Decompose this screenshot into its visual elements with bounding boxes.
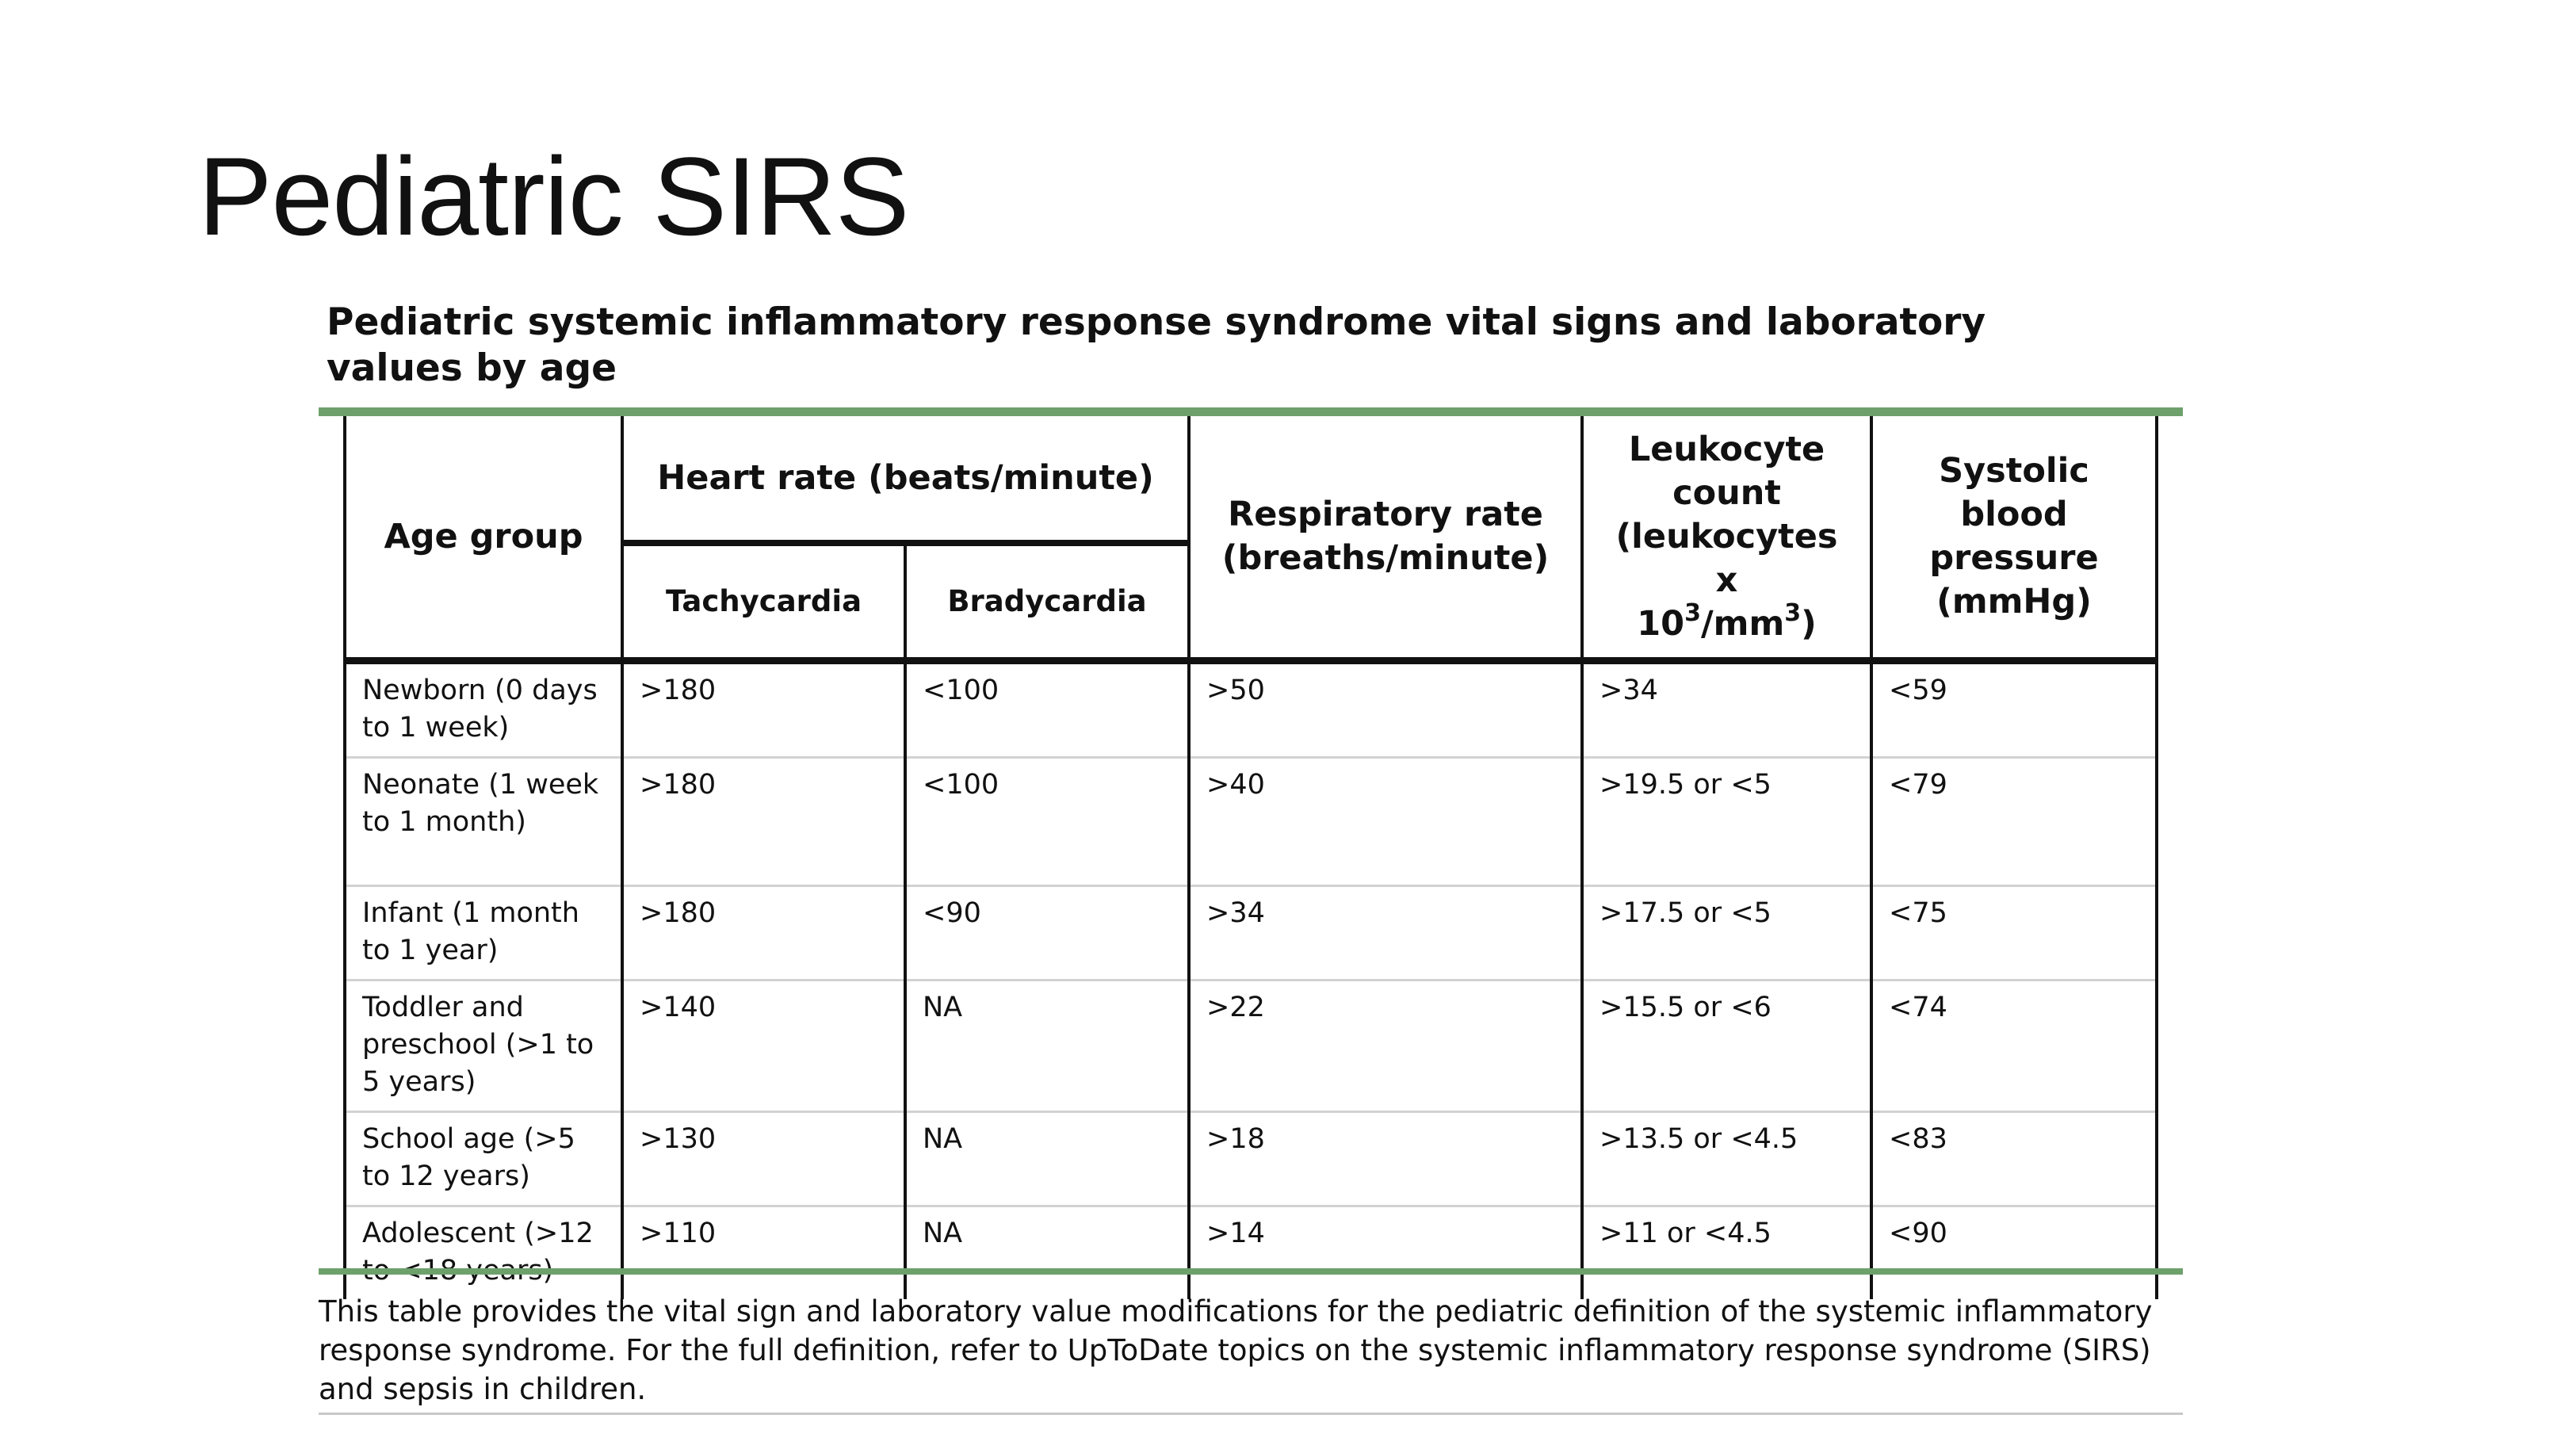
- table-top-rule: [319, 407, 2183, 416]
- cell-respiratory-rate: >18: [1187, 1111, 1584, 1207]
- cell-leukocyte-count: >17.5 or <5: [1580, 885, 1874, 981]
- leukocyte-unit: /mm: [1700, 603, 1785, 644]
- cell-respiratory-rate: >34: [1187, 885, 1584, 981]
- leukocyte-exponent-2: 3: [1784, 598, 1802, 627]
- table-row: School age (>5 to 12 years) >130 NA >18 …: [343, 1111, 2159, 1207]
- cell-tachycardia: >140: [621, 980, 907, 1113]
- cell-leukocyte-count: >19.5 or <5: [1580, 757, 1874, 887]
- cell-bradycardia: NA: [903, 980, 1191, 1113]
- cell-leukocyte-count: >11 or <4.5: [1580, 1206, 1874, 1299]
- table-bottom-rule: [319, 1268, 2183, 1275]
- header-leukocyte-line-1: Leukocyte: [1628, 429, 1825, 469]
- sirs-table: Age group Heart rate (beats/minute) Resp…: [343, 416, 2159, 1299]
- leukocyte-base: 10: [1637, 603, 1685, 644]
- header-systolic-line-2: blood: [1960, 495, 2068, 534]
- cell-bradycardia: <100: [903, 757, 1191, 887]
- header-leukocyte-line-2: count: [1672, 472, 1781, 513]
- cell-bradycardia: NA: [903, 1206, 1191, 1299]
- header-systolic-line-4: (mmHg): [1936, 582, 2092, 621]
- header-heart-rate: Heart rate (beats/minute): [620, 416, 1191, 546]
- table-row: Adolescent (>12 to <18 years) >110 NA >1…: [343, 1206, 2159, 1299]
- slide-title: Pediatric SIRS: [198, 134, 909, 258]
- table-row: Newborn (0 days to 1 week) >180 <100 >50…: [343, 660, 2159, 759]
- header-systolic-line-1: Systolic: [1939, 451, 2089, 491]
- header-leukocyte-line-4: x: [1715, 560, 1738, 600]
- cell-tachycardia: >110: [621, 1206, 907, 1299]
- header-respiratory-rate: Respiratory rate (breaths/minute): [1187, 416, 1584, 664]
- cell-leukocyte-count: >13.5 or <4.5: [1580, 1111, 1874, 1207]
- table-row: Neonate (1 week to 1 month) >180 <100 >4…: [343, 757, 2159, 887]
- cell-respiratory-rate: >22: [1187, 980, 1584, 1113]
- leukocyte-close: ): [1801, 603, 1817, 644]
- cell-respiratory-rate: >50: [1187, 660, 1584, 759]
- header-leukocyte-line-3: (leukocytes: [1615, 516, 1838, 556]
- footnote-divider: [319, 1413, 2183, 1415]
- header-respiratory-line-2: (breaths/minute): [1221, 538, 1550, 578]
- header-systolic-line-3: pressure: [1929, 538, 2099, 578]
- table-caption-line-2: values by age: [327, 346, 617, 390]
- table-row: Infant (1 month to 1 year) >180 <90 >34 …: [343, 885, 2159, 981]
- cell-age-group: Newborn (0 days to 1 week): [343, 660, 624, 759]
- cell-systolic-bp: <59: [1870, 660, 2159, 759]
- header-leukocyte-count: Leukocyte count (leukocytes x 103/mm3): [1580, 416, 1874, 664]
- cell-age-group: School age (>5 to 12 years): [343, 1111, 624, 1207]
- table-body: Newborn (0 days to 1 week) >180 <100 >50…: [343, 660, 2159, 1299]
- header-tachycardia: Tachycardia: [621, 543, 907, 664]
- cell-bradycardia: NA: [903, 1111, 1191, 1207]
- cell-systolic-bp: <79: [1870, 757, 2159, 887]
- cell-age-group: Infant (1 month to 1 year): [343, 885, 624, 981]
- cell-leukocyte-count: >15.5 or <6: [1580, 980, 1874, 1113]
- header-systolic-bp: Systolic blood pressure (mmHg): [1870, 416, 2159, 664]
- cell-systolic-bp: <83: [1870, 1111, 2159, 1207]
- cell-respiratory-rate: >40: [1187, 757, 1584, 887]
- cell-tachycardia: >180: [621, 885, 907, 981]
- cell-systolic-bp: <90: [1870, 1206, 2159, 1299]
- cell-tachycardia: >180: [621, 757, 907, 887]
- cell-age-group: Neonate (1 week to 1 month): [343, 757, 624, 887]
- table-header: Age group Heart rate (beats/minute) Resp…: [343, 416, 2159, 664]
- table-row: Toddler and preschool (>1 to 5 years) >1…: [343, 980, 2159, 1113]
- header-respiratory-line-1: Respiratory rate: [1228, 495, 1543, 534]
- header-bradycardia: Bradycardia: [903, 543, 1191, 664]
- cell-respiratory-rate: >14: [1187, 1206, 1584, 1299]
- cell-bradycardia: <90: [903, 885, 1191, 981]
- cell-tachycardia: >180: [621, 660, 907, 759]
- table-caption-line-1: Pediatric systemic inflammatory response…: [327, 300, 1986, 344]
- cell-systolic-bp: <75: [1870, 885, 2159, 981]
- table-footnote: This table provides the vital sign and l…: [319, 1294, 2153, 1406]
- cell-systolic-bp: <74: [1870, 980, 2159, 1113]
- cell-bradycardia: <100: [903, 660, 1191, 759]
- cell-leukocyte-count: >34: [1580, 660, 1874, 759]
- header-age-group: Age group: [343, 416, 624, 664]
- header-leukocyte-line-5: 103/mm3): [1590, 598, 1863, 646]
- cell-tachycardia: >130: [621, 1111, 907, 1207]
- cell-age-group: Adolescent (>12 to <18 years): [343, 1206, 624, 1299]
- leukocyte-exponent-1: 3: [1684, 598, 1701, 627]
- cell-age-group: Toddler and preschool (>1 to 5 years): [343, 980, 624, 1113]
- table-caption: Pediatric systemic inflammatory response…: [327, 300, 2150, 392]
